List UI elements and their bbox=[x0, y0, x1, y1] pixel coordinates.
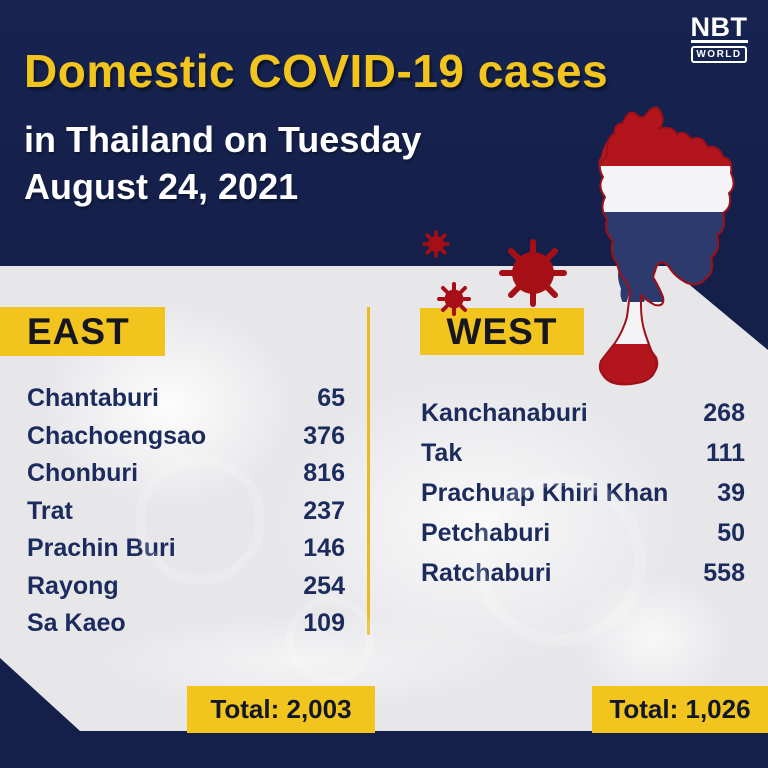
east-province-list: Chantaburi 65 Chachoengsao 376 Chonburi … bbox=[27, 380, 345, 643]
province-name: Prachin Buri bbox=[27, 534, 176, 563]
table-row: Trat 237 bbox=[27, 493, 345, 531]
case-count: 376 bbox=[303, 421, 345, 450]
table-row: Tak 111 bbox=[421, 433, 745, 473]
province-name: Ratchaburi bbox=[421, 558, 552, 587]
east-region-header: EAST bbox=[0, 307, 165, 356]
west-province-list: Kanchanaburi 268 Tak 111 Prachuap Khiri … bbox=[421, 393, 745, 593]
table-row: Prachuap Khiri Khan 39 bbox=[421, 473, 745, 513]
column-divider bbox=[367, 307, 370, 635]
table-row: Chonburi 816 bbox=[27, 455, 345, 493]
province-name: Tak bbox=[421, 438, 463, 467]
nbt-world-logo: NBT WORLD bbox=[688, 14, 750, 63]
case-count: 39 bbox=[717, 478, 745, 507]
case-count: 146 bbox=[303, 534, 345, 563]
table-row: Chantaburi 65 bbox=[27, 380, 345, 418]
province-name: Rayong bbox=[27, 571, 119, 600]
table-row: Chachoengsao 376 bbox=[27, 418, 345, 456]
table-row: Kanchanaburi 268 bbox=[421, 393, 745, 433]
table-row: Ratchaburi 558 bbox=[421, 553, 745, 593]
page-title: Domestic COVID-19 cases bbox=[24, 45, 609, 97]
case-count: 237 bbox=[303, 496, 345, 525]
province-name: Prachuap Khiri Khan bbox=[421, 478, 669, 507]
footer-bar bbox=[0, 731, 768, 768]
west-region-header: WEST bbox=[420, 308, 584, 355]
province-name: Petchaburi bbox=[421, 518, 551, 547]
subtitle-line2: August 24, 2021 bbox=[24, 166, 299, 207]
province-name: Chonburi bbox=[27, 459, 139, 488]
logo-nbt-text: NBT bbox=[690, 12, 748, 43]
case-count: 816 bbox=[303, 459, 345, 488]
province-name: Chantaburi bbox=[27, 384, 159, 413]
province-name: Chachoengsao bbox=[27, 421, 207, 450]
table-row: Rayong 254 bbox=[27, 568, 345, 606]
province-name: Kanchanaburi bbox=[421, 398, 588, 427]
subtitle-line1: in Thailand on Tuesday bbox=[24, 119, 422, 160]
case-count: 109 bbox=[303, 609, 345, 638]
east-total-badge: Total: 2,003 bbox=[187, 686, 375, 733]
page-subtitle: in Thailand on Tuesday August 24, 2021 bbox=[24, 116, 544, 210]
case-count: 268 bbox=[703, 398, 745, 427]
province-name: Trat bbox=[27, 496, 73, 525]
logo-world-badge: WORLD bbox=[691, 46, 747, 63]
table-row: Prachin Buri 146 bbox=[27, 530, 345, 568]
case-count: 50 bbox=[717, 518, 745, 547]
province-name: Sa Kaeo bbox=[27, 609, 126, 638]
table-row: Petchaburi 50 bbox=[421, 513, 745, 553]
case-count: 254 bbox=[303, 571, 345, 600]
west-total-badge: Total: 1,026 bbox=[592, 686, 768, 733]
case-count: 65 bbox=[317, 384, 345, 413]
table-row: Sa Kaeo 109 bbox=[27, 605, 345, 643]
case-count: 111 bbox=[706, 438, 745, 467]
case-count: 558 bbox=[703, 558, 745, 587]
